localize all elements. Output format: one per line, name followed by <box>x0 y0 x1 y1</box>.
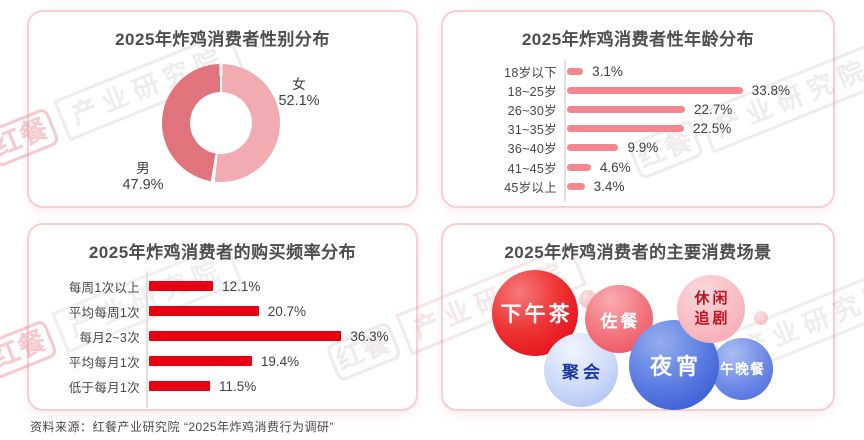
scene-bubble-label: 聚会 <box>562 362 604 382</box>
bar-segment <box>149 356 252 366</box>
bar-row: 36~40岁 9.9% <box>443 139 833 157</box>
bar-value-label: 9.9% <box>627 140 659 156</box>
bar-value-label: 22.7% <box>694 101 733 117</box>
gender-donut-chart <box>162 64 280 182</box>
card-frequency-distribution: 2025年炸鸡消费者的购买频率分布 每周1次以上 12.1% 平均每周1次 20.7%… <box>27 223 418 411</box>
bar-value-label: 3.1% <box>592 63 623 79</box>
bar-segment <box>149 381 210 391</box>
bar-row: 45岁以上 3.4% <box>443 177 833 195</box>
female-segment-name: 女 <box>292 77 306 92</box>
bar-segment <box>567 182 585 190</box>
donut-label-female: 女 52.1% <box>264 76 334 110</box>
frequency-bar-chart: 每周1次以上 12.1% 平均每周1次 20.7% 每月2~3次 36.3% 平均每月1次 1… <box>29 225 416 409</box>
age-axis-line <box>564 60 566 202</box>
scene-bubble-label: 午晚餐 <box>720 361 765 377</box>
frequency-axis-line <box>146 271 148 408</box>
female-segment-value: 52.1% <box>278 93 320 109</box>
bar-row: 低于每月1次 11.5% <box>29 377 416 395</box>
card-title-gender: 2025年炸鸡消费者性别分布 <box>115 30 330 49</box>
card-gender-distribution: 2025年炸鸡消费者性别分布 女 52.1% 男 47.9% <box>27 10 418 208</box>
bar-value-label: 19.4% <box>260 353 300 369</box>
bar-segment <box>567 86 743 94</box>
bar-segment <box>567 105 686 113</box>
bar-row: 26~30岁 22.7% <box>443 100 833 118</box>
bar-category-label: 41~45岁 <box>507 161 557 176</box>
card-frequency-content: 2025年炸鸡消费者的购买频率分布 每周1次以上 12.1% 平均每周1次 20.7%… <box>29 225 416 409</box>
bar-value-label: 22.5% <box>693 121 732 137</box>
card-age-distribution: 2025年炸鸡消费者性年龄分布 18岁以下 3.1% 18~25岁 33.8% 26~3… <box>441 10 835 208</box>
bar-row: 41~45岁 4.6% <box>443 158 833 176</box>
decor-dot <box>754 311 768 325</box>
bar-row: 18岁以下 3.1% <box>443 62 833 80</box>
card-age-content: 2025年炸鸡消费者性年龄分布 18岁以下 3.1% 18~25岁 33.8% 26~3… <box>443 12 833 206</box>
bar-segment <box>149 281 214 291</box>
scene-bubble-午晚餐: 午晚餐 <box>711 338 773 400</box>
bar-value-label: 4.6% <box>599 159 631 175</box>
scene-bubble-label: 追剧 <box>694 310 731 327</box>
scene-bubble-label: 休闲 <box>694 290 731 307</box>
bar-row: 每周1次以上 12.1% <box>29 277 416 295</box>
card-consumption-scenes: 2025年炸鸡消费者的主要消费场景 下午茶 佐餐 休闲追剧聚会 夜宵 午晚餐 <box>441 223 835 411</box>
bar-segment <box>567 163 591 171</box>
card-title-frequency: 2025年炸鸡消费者的购买频率分布 <box>88 243 357 262</box>
bar-category-label: 平均每月1次 <box>68 355 140 370</box>
bar-category-label: 31~35岁 <box>507 123 557 138</box>
bar-category-label: 18岁以下 <box>504 65 557 80</box>
bar-row: 31~35岁 22.5% <box>443 120 833 138</box>
bar-value-label: 20.7% <box>267 303 306 319</box>
bar-segment <box>567 125 684 133</box>
scene-bubble-chart: 下午茶 佐餐 休闲追剧聚会 夜宵 午晚餐 <box>443 225 833 410</box>
bar-value-label: 33.8% <box>751 82 791 98</box>
bar-category-label: 平均每周1次 <box>68 305 140 320</box>
card-title-scenes: 2025年炸鸡消费者的主要消费场景 <box>504 243 772 262</box>
scene-bubble-休闲追剧: 休闲 追剧 <box>677 275 745 343</box>
bar-segment <box>567 67 584 75</box>
bar-category-label: 26~30岁 <box>507 103 557 118</box>
bar-segment <box>149 331 342 341</box>
bar-value-label: 36.3% <box>350 328 389 344</box>
male-segment-name: 男 <box>136 161 150 176</box>
donut-label-male: 男 47.9% <box>108 160 178 194</box>
bar-row: 平均每周1次 20.7% <box>29 302 416 320</box>
source-note: 资料来源：红餐产业研究院 “2025年炸鸡消费行为调研” <box>30 420 335 434</box>
scene-bubble-label: 下午茶 <box>500 303 573 326</box>
age-bar-chart: 18岁以下 3.1% 18~25岁 33.8% 26~30岁 22.7% 31~35岁 22.… <box>443 12 833 206</box>
bar-row: 平均每月1次 19.4% <box>29 352 416 370</box>
bar-category-label: 低于每月1次 <box>68 380 140 395</box>
bar-segment <box>567 144 619 152</box>
bar-row: 18~25岁 33.8% <box>443 81 833 99</box>
bar-category-label: 36~40岁 <box>507 142 557 157</box>
bar-row: 每月2~3次 36.3% <box>29 327 416 345</box>
bar-category-label: 每周1次以上 <box>68 280 140 295</box>
bar-value-label: 12.1% <box>222 278 261 294</box>
bar-segment <box>149 306 259 316</box>
male-segment-value: 47.9% <box>122 177 164 193</box>
scene-bubble-label: 夜宵 <box>649 354 702 379</box>
scene-bubble-label: 佐餐 <box>600 311 641 331</box>
bar-category-label: 18~25岁 <box>507 84 557 99</box>
card-scenes-content: 2025年炸鸡消费者的主要消费场景 下午茶 佐餐 休闲追剧聚会 夜宵 午晚餐 <box>443 225 833 410</box>
bar-category-label: 45岁以上 <box>504 180 557 195</box>
card-gender-content: 2025年炸鸡消费者性别分布 女 52.1% 男 47.9% <box>29 12 416 206</box>
bar-value-label: 3.4% <box>593 178 625 194</box>
bar-value-label: 11.5% <box>218 378 257 394</box>
card-title-age: 2025年炸鸡消费者性年龄分布 <box>521 30 755 49</box>
bar-category-label: 每月2~3次 <box>79 330 140 345</box>
